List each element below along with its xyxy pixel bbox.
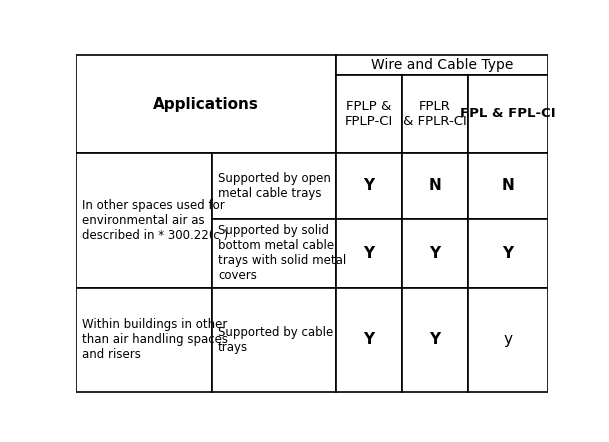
Text: Supported by open
metal cable trays: Supported by open metal cable trays	[218, 172, 331, 200]
Bar	[76, 55, 336, 153]
Bar	[212, 219, 336, 288]
Text: Y: Y	[502, 246, 513, 261]
Text: Y: Y	[429, 332, 440, 347]
Text: Supported by cable
trays: Supported by cable trays	[218, 326, 333, 354]
Text: Y: Y	[363, 246, 375, 261]
Text: Applications: Applications	[153, 97, 259, 112]
Text: y: y	[503, 332, 512, 347]
Text: FPL & FPL-CI: FPL & FPL-CI	[460, 107, 555, 120]
Bar	[468, 153, 548, 219]
Text: Y: Y	[363, 179, 375, 193]
Bar	[336, 75, 401, 153]
Text: FPLP &
FPLP-CI: FPLP & FPLP-CI	[345, 100, 393, 128]
Bar	[468, 219, 548, 288]
Bar	[212, 288, 336, 392]
Bar	[401, 219, 468, 288]
Bar	[401, 153, 468, 219]
Bar	[76, 288, 212, 392]
Text: Y: Y	[363, 332, 375, 347]
Bar	[401, 288, 468, 392]
Bar	[401, 75, 468, 153]
Bar	[336, 153, 401, 219]
Bar	[336, 55, 548, 75]
Bar	[212, 153, 336, 219]
Text: N: N	[428, 179, 441, 193]
Text: In other spaces used for
environmental air as
described in * 300.22(c ): In other spaces used for environmental a…	[82, 199, 228, 242]
Bar	[336, 288, 401, 392]
Bar	[76, 153, 212, 288]
Text: Within buildings in other
than air handling spaces
and risers: Within buildings in other than air handl…	[82, 318, 228, 362]
Text: Supported by solid
bottom metal cable
trays with solid metal
covers: Supported by solid bottom metal cable tr…	[218, 224, 346, 282]
Text: Y: Y	[429, 246, 440, 261]
Bar	[336, 219, 401, 288]
Bar	[468, 75, 548, 153]
Text: Wire and Cable Type: Wire and Cable Type	[371, 58, 513, 72]
Text: N: N	[501, 179, 514, 193]
Text: FPLR
& FPLR-CI: FPLR & FPLR-CI	[403, 100, 466, 128]
Bar	[468, 288, 548, 392]
